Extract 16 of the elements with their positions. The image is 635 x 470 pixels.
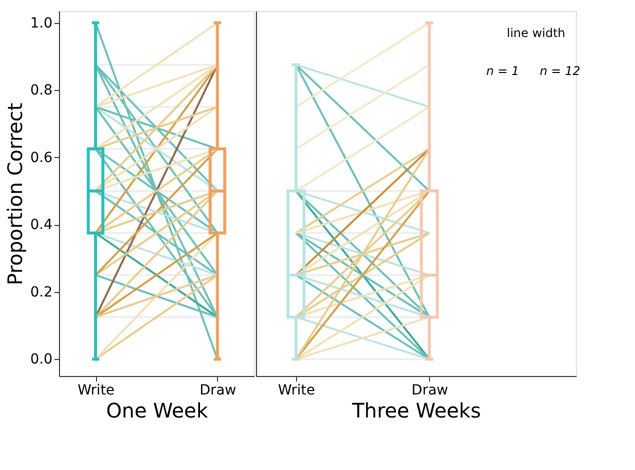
y-tick-label: 0.0 — [30, 352, 52, 368]
x-tick-label: Write — [278, 382, 315, 398]
x-tick-label: Write — [78, 382, 115, 398]
y-axis-title: Proportion Correct — [3, 102, 28, 286]
y-tick-label: 0.6 — [30, 150, 53, 166]
annotation: line width — [506, 26, 566, 40]
y-tick-label: 0.4 — [30, 217, 53, 234]
annotation: n = 1 — [486, 64, 520, 78]
x-axis-title: Three Weeks — [351, 398, 481, 422]
y-tick-label: 0.8 — [30, 82, 52, 99]
annotation: n = 12 — [540, 64, 580, 78]
x-axis-title: One Week — [106, 398, 208, 422]
x-tick-label: Draw — [200, 382, 236, 398]
y-tick-label: 1.0 — [30, 15, 52, 32]
x-tick-label: Draw — [412, 382, 448, 398]
y-tick-label: 0.2 — [30, 284, 52, 300]
